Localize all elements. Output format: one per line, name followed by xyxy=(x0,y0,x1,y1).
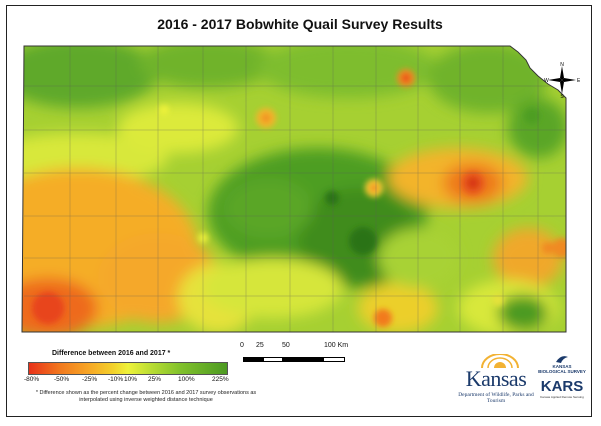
bird-icon xyxy=(556,356,568,363)
kansas-map xyxy=(21,45,567,333)
legend-tick: 100% xyxy=(178,376,195,383)
scale-bar-segment xyxy=(323,357,345,362)
legend-tick: -10% xyxy=(108,376,124,383)
compass-s: S xyxy=(560,94,564,98)
compass-rose-icon: N S W E xyxy=(544,62,580,98)
legend-tick: -25% xyxy=(82,376,98,383)
kdwpt-logo: Kansas Department of Wildlife, Parks and… xyxy=(456,352,536,412)
legend-tick: -50% xyxy=(54,376,70,383)
compass-e: E xyxy=(577,78,580,84)
kdwpt-subtitle: Department of Wildlife, Parks and Touris… xyxy=(458,392,534,404)
scale-bar-segment xyxy=(283,357,323,362)
scale-label: 50 xyxy=(282,342,290,349)
legend-title: Difference between 2016 and 2017 * xyxy=(52,350,171,357)
legend-footnote: * Difference shown as the percent change… xyxy=(35,390,257,403)
legend-tick: 10% xyxy=(124,376,138,383)
kbs-logo: KANSAS BIOLOGICAL SURVEY KARS Kansas App… xyxy=(538,354,586,399)
kansas-wordmark: Kansas xyxy=(465,366,527,391)
scale-label: 25 xyxy=(256,342,264,349)
kars-label: KARS xyxy=(540,378,584,395)
legend-tick: 25% xyxy=(148,376,162,383)
scale-label: 0 xyxy=(240,342,244,349)
legend-color-ramp xyxy=(28,362,228,375)
kars-subtitle: Kansas Applied Remote Sensing xyxy=(540,395,584,399)
scale-bar-segment xyxy=(243,357,263,362)
legend-tick: -80% xyxy=(24,376,40,383)
scale-label: 100 Km xyxy=(324,342,349,349)
compass-w: W xyxy=(544,78,549,84)
compass-n: N xyxy=(560,62,564,68)
scale-bar-segment xyxy=(263,357,283,362)
kbs-label: KANSAS BIOLOGICAL SURVEY xyxy=(538,364,586,374)
map-title: 2016 - 2017 Bobwhite Quail Survey Result… xyxy=(157,16,443,32)
sunrise-icon xyxy=(481,354,519,368)
legend-tick: 225% xyxy=(212,376,229,383)
